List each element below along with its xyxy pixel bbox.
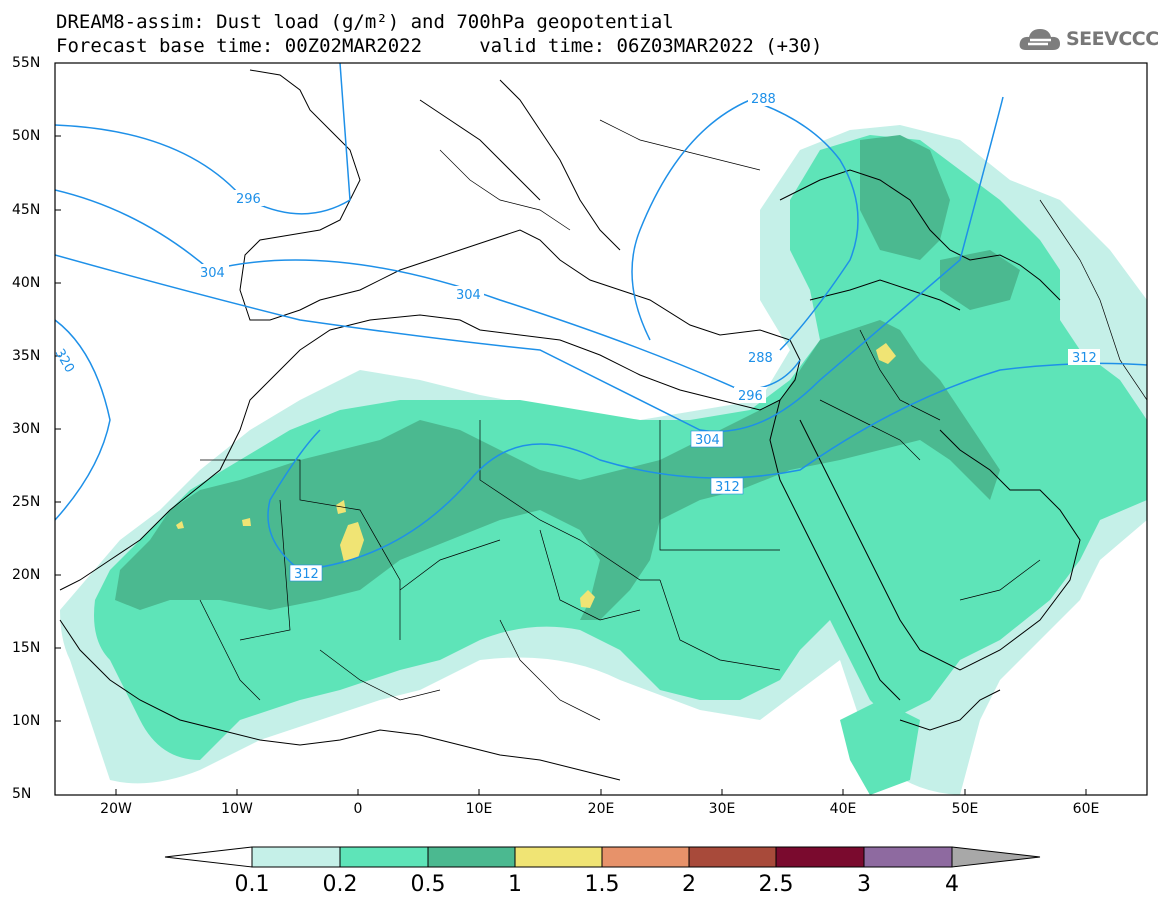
lon-label: 10W — [221, 801, 253, 817]
colorbar-segment — [427, 846, 516, 868]
contour-label: 296 — [236, 192, 261, 207]
colorbar-segment — [514, 846, 603, 868]
lon-label: 60E — [1072, 801, 1100, 817]
lat-label: 15N — [12, 640, 41, 656]
lon-label: 20W — [100, 801, 132, 817]
lat-label: 25N — [12, 494, 41, 510]
colorbar-high-arrow — [951, 846, 1041, 868]
seevccc-logo: SEEVCCC — [1018, 26, 1159, 52]
lat-label: 50N — [12, 128, 41, 144]
lat-label: 10N — [12, 713, 41, 729]
colorbar-label: 0.1 — [234, 872, 270, 897]
colorbar-low-arrow — [164, 846, 253, 868]
dust-level-1 — [176, 343, 896, 608]
lon-label: 50E — [951, 801, 979, 817]
contour-label: 304 — [200, 266, 225, 281]
dust-level-0.2 — [94, 135, 1147, 795]
logo-text: SEEVCCC — [1066, 28, 1159, 50]
axis-ticks — [55, 62, 1087, 795]
colorbar-segment — [863, 846, 953, 868]
contour-label: 312 — [1072, 351, 1097, 366]
contour-label: 288 — [751, 92, 776, 107]
coastlines — [59, 69, 1081, 781]
lat-label: 55N — [12, 55, 41, 71]
colorbar-segment — [251, 846, 341, 868]
colorbar-label: 0.5 — [410, 872, 446, 897]
lat-label: 45N — [12, 202, 41, 218]
lon-label: 20E — [587, 801, 615, 817]
colorbar-label: 2.5 — [758, 872, 794, 897]
contour-label: 304 — [695, 433, 720, 448]
colorbar-label: 2 — [682, 872, 696, 897]
cloud-icon — [1019, 29, 1060, 50]
dust-level-0.5 — [115, 135, 1020, 620]
colorbar-label: 1.5 — [584, 872, 620, 897]
dust-fields — [55, 63, 1147, 795]
contour-label: 304 — [456, 288, 481, 303]
contour-labels: 296 304 288 304 320 288 312 296 304 312 … — [52, 90, 1100, 582]
lat-label: 30N — [12, 421, 41, 437]
lon-label: 10E — [465, 801, 493, 817]
contour-label: 312 — [715, 480, 740, 495]
lon-label: 40E — [829, 801, 857, 817]
lat-label: 35N — [12, 348, 41, 364]
colorbar-segment — [775, 846, 865, 868]
lon-label: 30E — [708, 801, 736, 817]
contour-label: 288 — [748, 351, 773, 366]
contour-label: 296 — [738, 389, 763, 404]
colorbar-label: 1 — [508, 872, 522, 897]
lat-label: 20N — [12, 567, 41, 583]
lat-label: 40N — [12, 275, 41, 291]
contour-label: 312 — [294, 567, 319, 582]
colorbar-segment — [339, 846, 429, 868]
lon-label: 0 — [353, 801, 363, 817]
colorbar-segment — [688, 846, 777, 868]
chart-title: DREAM8-assim: Dust load (g/m²) and 700hP… — [56, 11, 674, 33]
colorbar-segment — [601, 846, 690, 868]
country-borders — [199, 119, 1147, 721]
colorbar-label: 3 — [857, 872, 871, 897]
colorbar — [164, 846, 1041, 868]
lat-label: 5N — [12, 786, 32, 802]
colorbar-label: 4 — [945, 872, 959, 897]
colorbar-label: 0.2 — [322, 872, 358, 897]
chart-subtitle: Forecast base time: 00Z02MAR2022 valid t… — [56, 35, 823, 57]
